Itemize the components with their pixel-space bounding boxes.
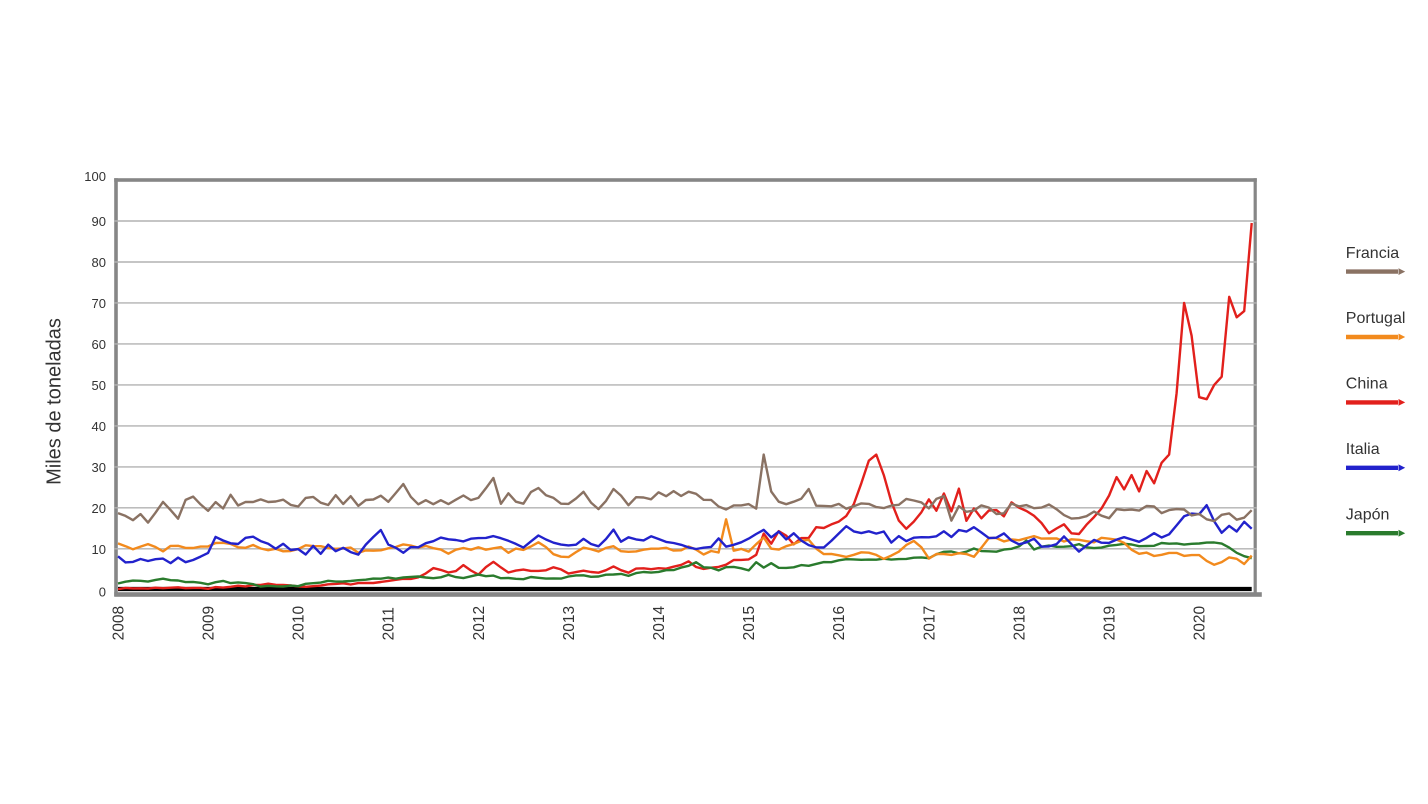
svg-text:100: 100 [84,169,106,184]
svg-text:2014: 2014 [651,606,668,641]
svg-text:2008: 2008 [110,606,127,640]
svg-text:30: 30 [92,460,106,475]
svg-text:2013: 2013 [561,606,578,640]
svg-text:Italia: Italia [1346,441,1380,458]
svg-text:80: 80 [92,255,106,270]
svg-text:2018: 2018 [1011,606,1028,640]
svg-text:2017: 2017 [921,606,938,640]
svg-text:20: 20 [92,501,106,516]
svg-text:China: China [1346,376,1388,393]
svg-text:2016: 2016 [831,606,848,640]
svg-text:50: 50 [92,378,106,393]
svg-text:60: 60 [92,337,106,352]
svg-text:Francia: Francia [1346,245,1399,262]
svg-text:2010: 2010 [291,606,308,641]
svg-text:70: 70 [92,296,106,311]
svg-text:Portugal: Portugal [1346,310,1406,327]
svg-text:2020: 2020 [1192,606,1209,641]
svg-text:2011: 2011 [381,607,398,640]
svg-text:2019: 2019 [1102,606,1119,640]
svg-text:Japón: Japón [1346,506,1390,523]
svg-text:90: 90 [92,214,106,229]
svg-text:2015: 2015 [741,606,758,640]
svg-text:10: 10 [92,542,106,557]
svg-text:0: 0 [99,584,106,599]
svg-text:2012: 2012 [471,606,488,640]
svg-text:Miles de toneladas: Miles de toneladas [44,318,66,485]
svg-text:40: 40 [92,419,106,434]
svg-text:2009: 2009 [201,606,218,640]
